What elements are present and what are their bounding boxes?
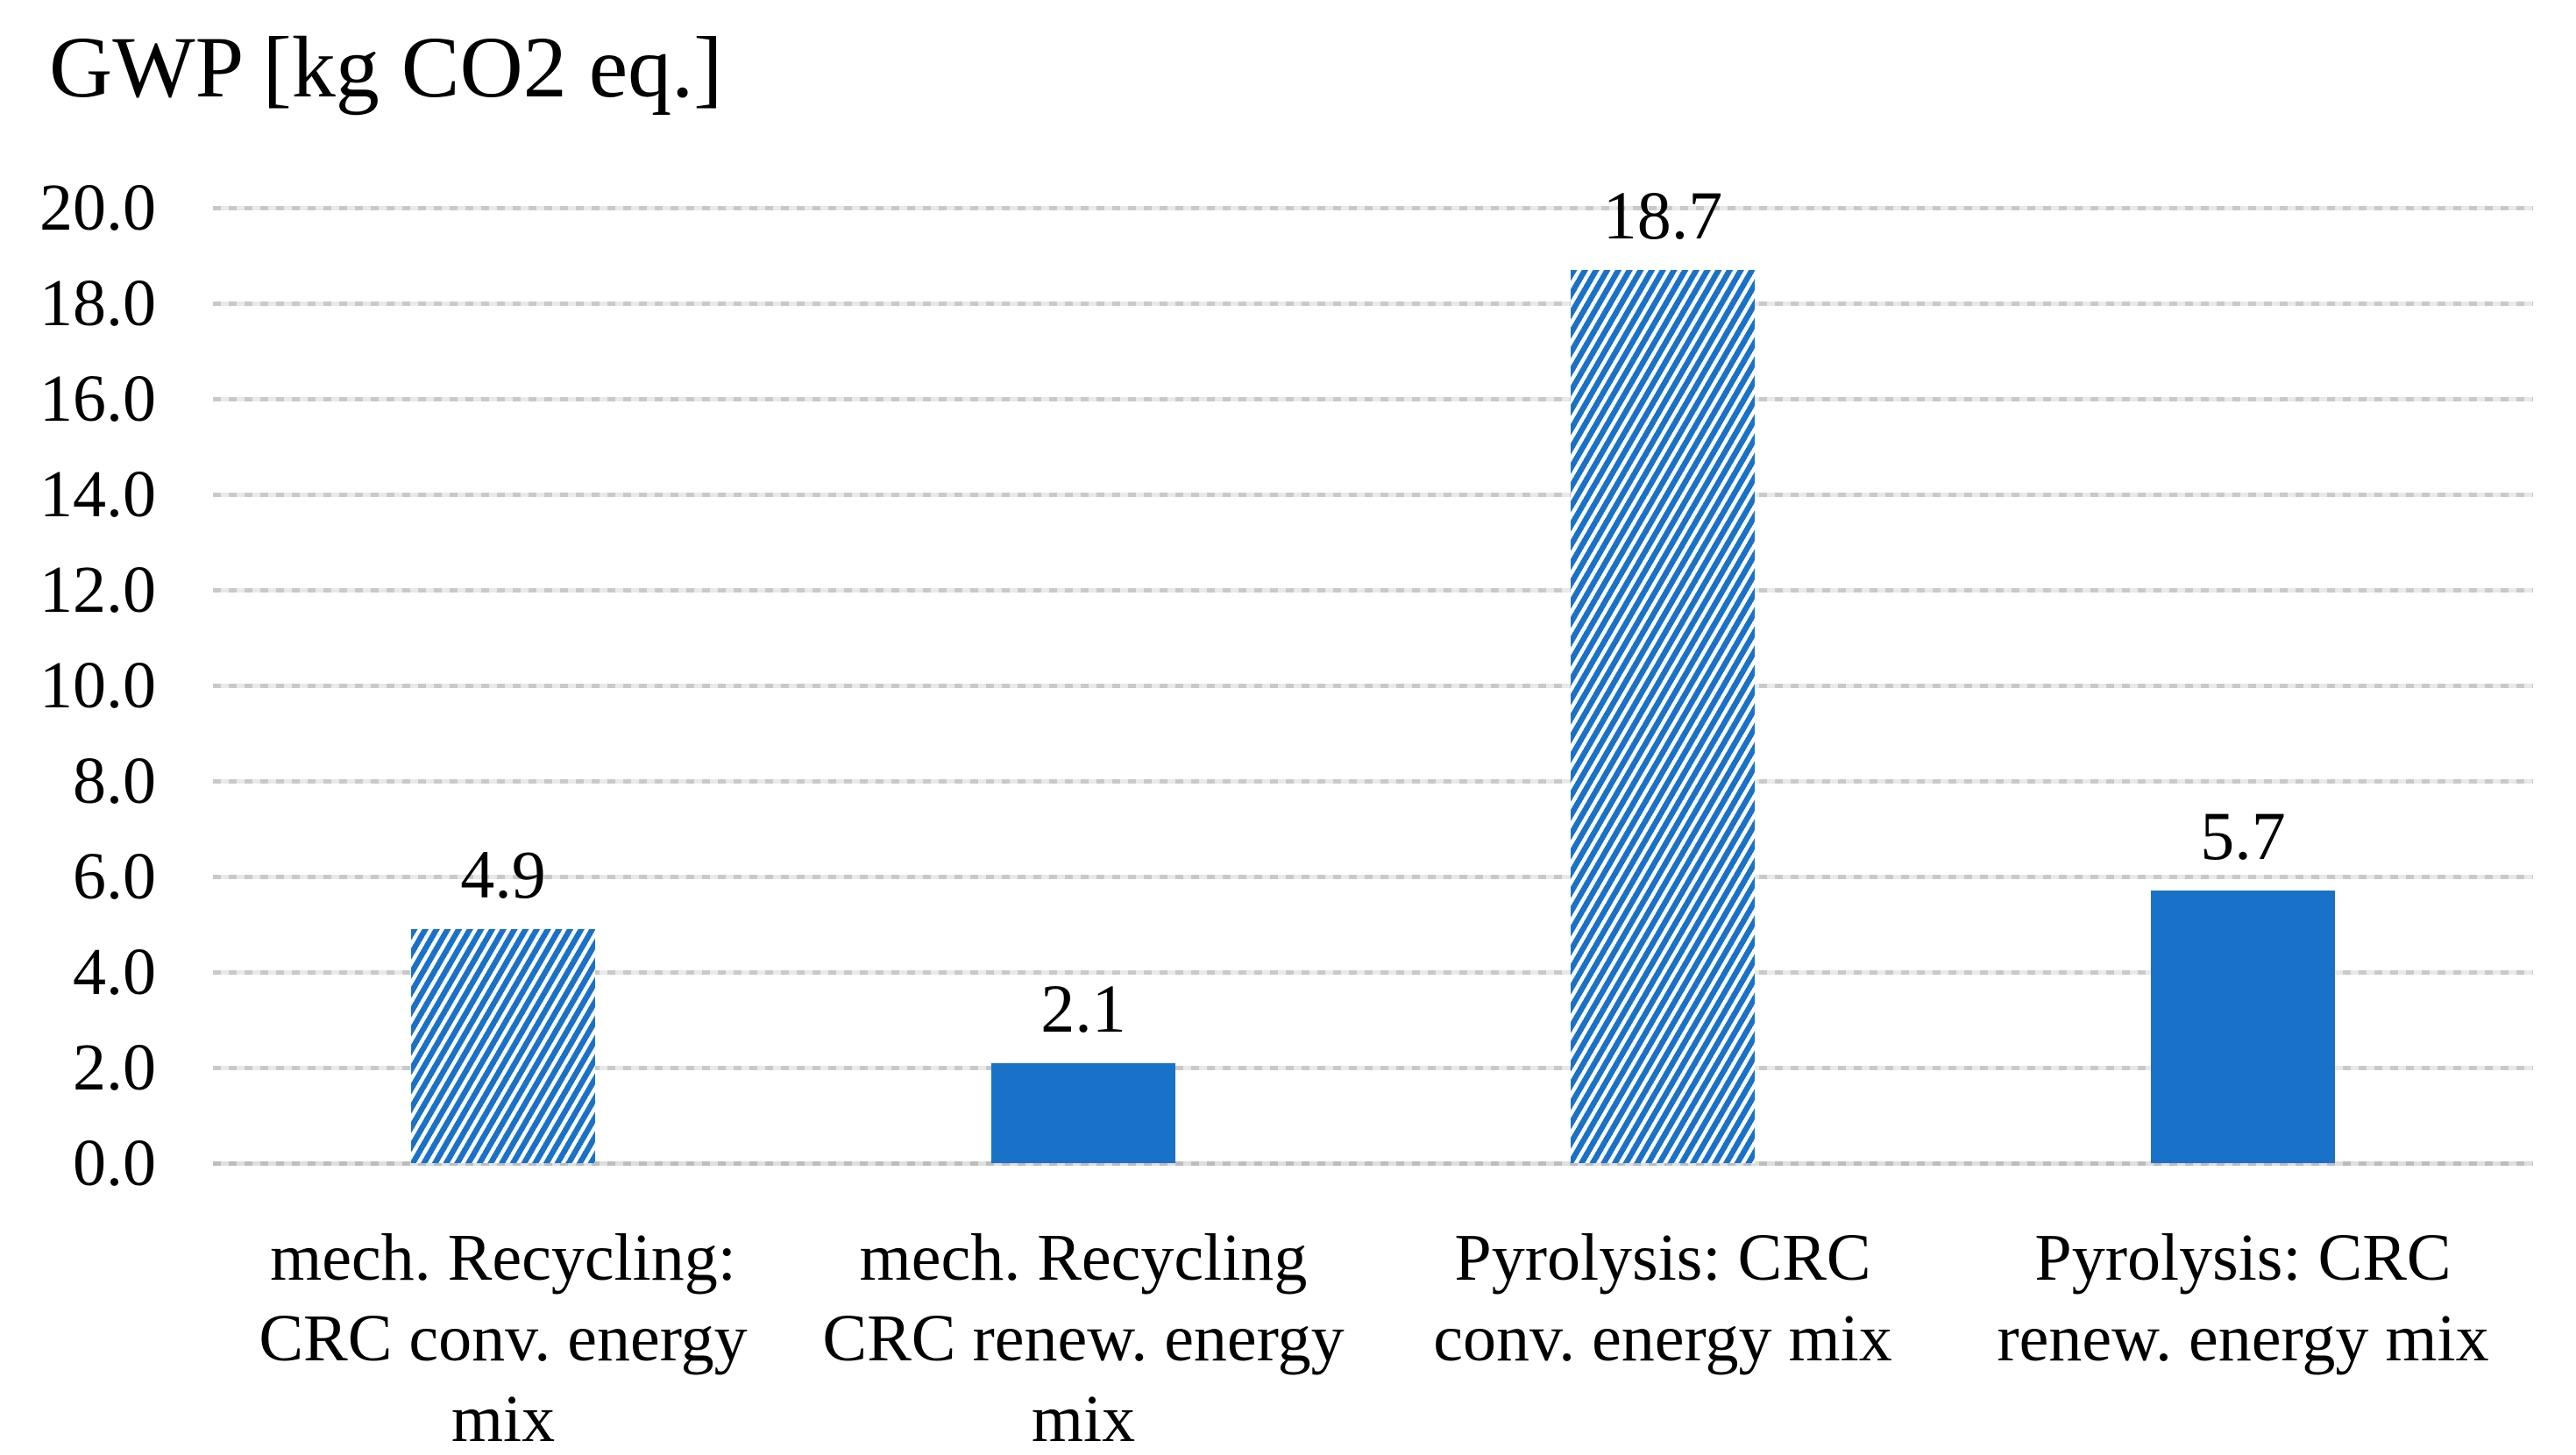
bar-hatched bbox=[411, 929, 595, 1163]
y-tick-label: 16.0 bbox=[39, 362, 156, 436]
gridline bbox=[213, 779, 2533, 784]
data-label: 4.9 bbox=[460, 836, 546, 912]
gridline bbox=[213, 397, 2533, 401]
y-tick-label: 18.0 bbox=[39, 266, 156, 340]
bar-solid bbox=[991, 1063, 1175, 1163]
y-tick-label: 20.0 bbox=[39, 171, 156, 245]
y-tick-label: 4.0 bbox=[73, 935, 156, 1009]
data-label: 5.7 bbox=[2200, 798, 2286, 874]
chart-title: GWP [kg CO2 eq.] bbox=[49, 18, 723, 116]
category-label: mech. Recycling CRC renew. energy mix bbox=[822, 1221, 1345, 1455]
y-tick-label: 8.0 bbox=[73, 744, 156, 818]
x-axis-line bbox=[213, 1161, 2533, 1166]
bar-solid bbox=[2151, 891, 2335, 1163]
category-label: mech. Recycling: CRC conv. energy mix bbox=[259, 1221, 748, 1455]
y-tick-label: 2.0 bbox=[73, 1031, 156, 1104]
bar-hatched bbox=[1571, 270, 1755, 1163]
y-tick-label: 0.0 bbox=[73, 1126, 156, 1200]
y-tick-label: 6.0 bbox=[73, 840, 156, 913]
gridline bbox=[213, 588, 2533, 593]
category-label: Pyrolysis: CRC conv. energy mix bbox=[1433, 1221, 1892, 1375]
y-tick-label: 10.0 bbox=[39, 649, 156, 722]
gridline bbox=[213, 684, 2533, 688]
y-tick-label: 14.0 bbox=[39, 458, 156, 531]
data-label: 18.7 bbox=[1602, 177, 1723, 253]
data-label: 2.1 bbox=[1040, 970, 1126, 1047]
plot-area: 4.9 2.1 18.7 5.7 bbox=[213, 181, 2533, 1166]
gridline bbox=[213, 970, 2533, 975]
category-label: Pyrolysis: CRC renew. energy mix bbox=[1997, 1221, 2489, 1375]
gridline bbox=[213, 206, 2533, 210]
gridline bbox=[213, 302, 2533, 306]
gridline bbox=[213, 875, 2533, 879]
gridline bbox=[213, 493, 2533, 497]
gridline bbox=[213, 1066, 2533, 1070]
y-tick-label: 12.0 bbox=[39, 553, 156, 627]
